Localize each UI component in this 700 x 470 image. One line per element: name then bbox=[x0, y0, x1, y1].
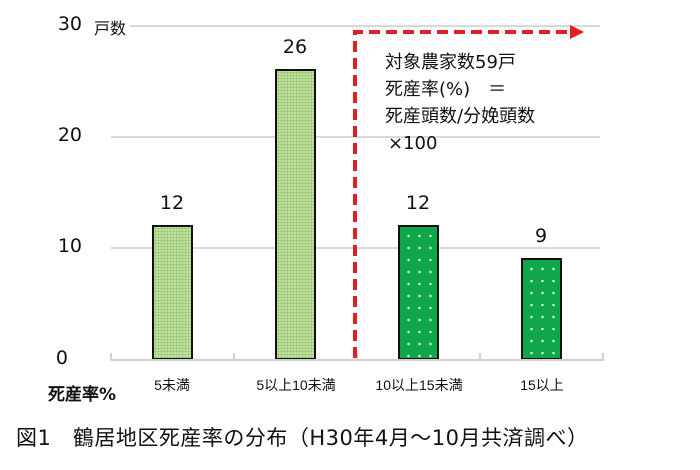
y-tick-30: 30 bbox=[57, 13, 82, 35]
bar-label-5-under: 12 bbox=[159, 192, 185, 214]
y-axis-unit: 戸数 bbox=[94, 19, 127, 38]
x-tick bbox=[110, 353, 112, 361]
annotation-line-3: 死産頭数/分娩頭数 bbox=[385, 106, 536, 127]
x-tick bbox=[233, 353, 235, 361]
annotation-line-4: ×100 bbox=[388, 133, 438, 154]
bar-5-to-10 bbox=[275, 69, 316, 360]
y-tick-20: 20 bbox=[57, 124, 82, 146]
bar-10-to-15 bbox=[398, 225, 439, 360]
category-label-5-under: 5未満 bbox=[154, 377, 190, 393]
category-label-10-to-15: 10以上15未満 bbox=[375, 377, 463, 393]
x-axis-title: 死産率% bbox=[48, 385, 117, 405]
annotation-line-1: 対象農家数59戸 bbox=[385, 52, 516, 73]
gridline-30 bbox=[130, 25, 600, 27]
bar-5-under bbox=[152, 225, 193, 360]
bar-label-5-to-10: 26 bbox=[282, 36, 308, 58]
bar-label-10-to-15: 12 bbox=[405, 192, 431, 214]
category-label-5-to-10: 5以上10未満 bbox=[256, 377, 336, 393]
x-tick bbox=[602, 353, 604, 361]
x-tick bbox=[479, 353, 481, 361]
y-tick-10: 10 bbox=[57, 235, 82, 257]
annotation-line-2: 死産率(%) ＝ bbox=[385, 79, 507, 100]
red-dashed-arrow-icon bbox=[353, 25, 584, 358]
y-tick-0: 0 bbox=[55, 347, 68, 369]
bar-label-15-over: 9 bbox=[534, 225, 548, 247]
category-label-15-over: 15以上 bbox=[520, 377, 564, 393]
figure-caption: 図1 鶴居地区死産率の分布（H30年4月～10月共済調べ） bbox=[16, 426, 589, 450]
bar-15-over bbox=[521, 258, 562, 360]
